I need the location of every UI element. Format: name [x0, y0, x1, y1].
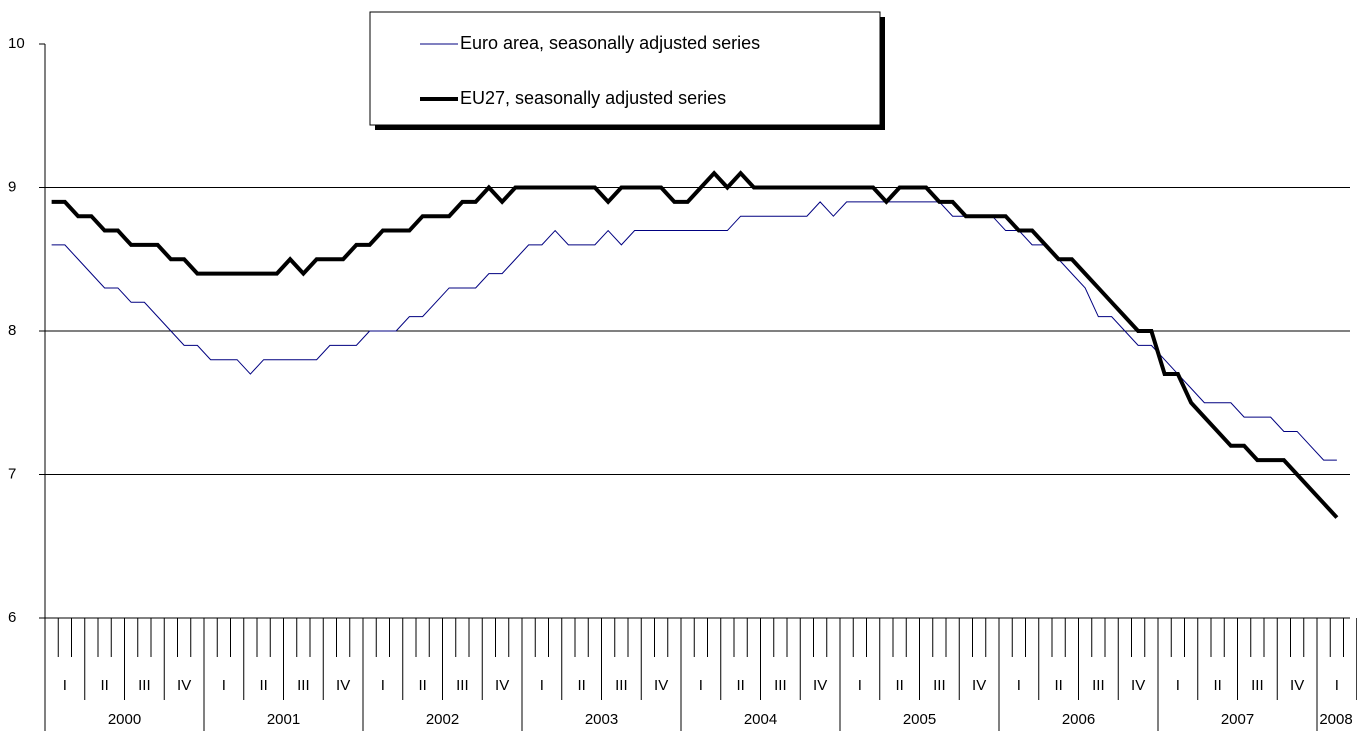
quarter-label: III [138, 677, 151, 694]
quarter-label: IV [972, 677, 986, 694]
year-label: 2007 [1221, 711, 1254, 728]
quarter-label: IV [336, 677, 350, 694]
quarter-label: I [540, 677, 544, 694]
series-line [51, 170, 1339, 519]
y-tick-label: 10 [8, 35, 25, 52]
year-label: 2003 [585, 711, 618, 728]
quarter-label: I [1176, 677, 1180, 694]
y-tick-label: 9 [8, 178, 16, 195]
quarter-label: IV [654, 677, 668, 694]
year-label: 2006 [1062, 711, 1095, 728]
year-label: 2000 [108, 711, 141, 728]
quarter-label: II [736, 677, 744, 694]
year-label: 2005 [903, 711, 936, 728]
quarter-label: IV [177, 677, 191, 694]
y-tick-label: 6 [8, 609, 16, 626]
quarter-label: III [774, 677, 787, 694]
quarter-label: III [456, 677, 469, 694]
quarter-label: IV [1290, 677, 1304, 694]
quarter-label: I [63, 677, 67, 694]
quarter-label: II [1213, 677, 1221, 694]
quarter-label: II [577, 677, 585, 694]
quarter-label: I [222, 677, 226, 694]
quarter-label: I [381, 677, 385, 694]
quarter-label: III [297, 677, 310, 694]
legend-box [369, 11, 881, 126]
quarter-label: III [1251, 677, 1264, 694]
legend-label: EU27, seasonally adjusted series [460, 88, 726, 108]
year-label: 2001 [267, 711, 300, 728]
quarter-label: I [1017, 677, 1021, 694]
quarter-label: II [418, 677, 426, 694]
quarter-label: II [100, 677, 108, 694]
quarter-label: IV [813, 677, 827, 694]
quarter-label: II [1054, 677, 1062, 694]
legend-label: Euro area, seasonally adjusted series [460, 33, 760, 53]
year-label: 2002 [426, 711, 459, 728]
y-tick-label: 7 [8, 465, 16, 482]
quarter-label: III [933, 677, 946, 694]
quarter-label: III [615, 677, 628, 694]
quarter-label: IV [495, 677, 509, 694]
quarter-label: I [858, 677, 862, 694]
quarter-label: II [259, 677, 267, 694]
series-line [51, 201, 1337, 461]
quarter-label: I [699, 677, 703, 694]
year-label: 2008 [1319, 711, 1352, 728]
quarter-label: II [895, 677, 903, 694]
year-label: 2004 [744, 711, 777, 728]
y-tick-label: 8 [8, 322, 16, 339]
quarter-label: IV [1131, 677, 1145, 694]
quarter-label: I [1335, 677, 1339, 694]
quarter-label: III [1092, 677, 1105, 694]
